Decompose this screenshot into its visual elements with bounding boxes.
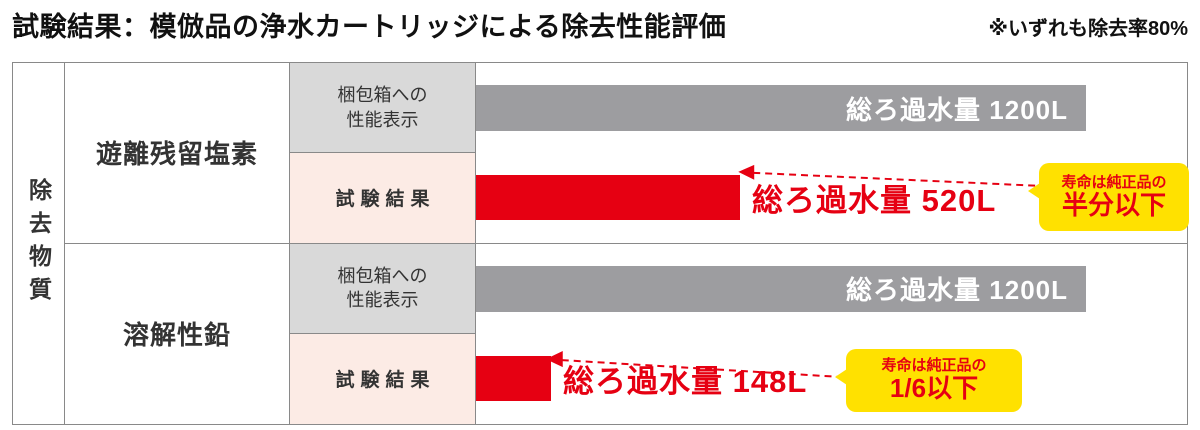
axis-label-cell: 除去物質 xyxy=(13,63,65,424)
claim-bar-cell-lead: 総ろ過水量 1200L xyxy=(476,243,1187,334)
substance-lead: 溶解性鉛 xyxy=(65,243,290,424)
callout-text-big: 半分以下 xyxy=(1061,189,1166,220)
substance-chlorine: 遊離残留塩素 xyxy=(65,63,290,244)
row-label-test-result-chlorine: 試験結果 xyxy=(290,153,476,244)
claim-bar-chlorine: 総ろ過水量 1200L xyxy=(476,85,1086,132)
page-title: 試験結果：模倣品の浄水カートリッジによる除去性能評価 xyxy=(12,12,727,42)
row-label-line1: 試験結果 xyxy=(335,189,436,211)
row-label-test-result-lead: 試験結果 xyxy=(290,333,476,424)
row-label-packaging-chlorine: 梱包箱への 性能表示 xyxy=(290,63,476,154)
result-bar-cell-chlorine: 総ろ過水量 520L 寿命は純正品の 半分以下 xyxy=(476,153,1189,244)
result-bar-lead xyxy=(476,356,551,402)
callout-text-small: 寿命は純正品の xyxy=(881,356,987,374)
row-label-line2: 性能表示 xyxy=(346,290,419,311)
removal-rate-note: ※いずれも除去率80% xyxy=(988,18,1188,40)
header: 試験結果：模倣品の浄水カートリッジによる除去性能評価 ※いずれも除去率80% xyxy=(12,5,1188,44)
results-table: 除去物質 遊離残留塩素 溶解性鉛 梱包箱への 性能表示 総ろ過水量 1200L … xyxy=(12,62,1189,425)
row-label-line1: 梱包箱への xyxy=(337,265,428,286)
lifetime-callout-chlorine: 寿命は純正品の 半分以下 xyxy=(1028,163,1189,232)
row-label-line2: 性能表示 xyxy=(346,109,419,130)
row-label-packaging-lead: 梱包箱への 性能表示 xyxy=(290,243,476,334)
axis-label: 除去物質 xyxy=(25,177,52,310)
lifetime-callout-lead: 寿命は純正品の 1/6以下 xyxy=(835,348,1022,412)
claim-bar-value: 総ろ過水量 1200L xyxy=(846,275,1068,306)
claim-bar-cell-chlorine: 総ろ過水量 1200L xyxy=(476,63,1187,154)
result-bar-cell-lead: 総ろ過水量 148L 寿命は純正品の 1/6以下 xyxy=(476,333,1187,424)
claim-bar-value: 総ろ過水量 1200L xyxy=(846,94,1068,125)
result-bar-value: 総ろ過水量 148L xyxy=(563,364,808,400)
result-bar-chlorine xyxy=(476,175,740,221)
claim-bar-lead: 総ろ過水量 1200L xyxy=(476,265,1086,312)
callout-text-big: 1/6以下 xyxy=(889,372,979,403)
row-label-line1: 試験結果 xyxy=(335,370,436,392)
row-label-line1: 梱包箱への xyxy=(337,85,428,106)
callout-text-small: 寿命は純正品の xyxy=(1061,173,1167,191)
result-bar-value: 総ろ過水量 520L xyxy=(752,183,997,219)
